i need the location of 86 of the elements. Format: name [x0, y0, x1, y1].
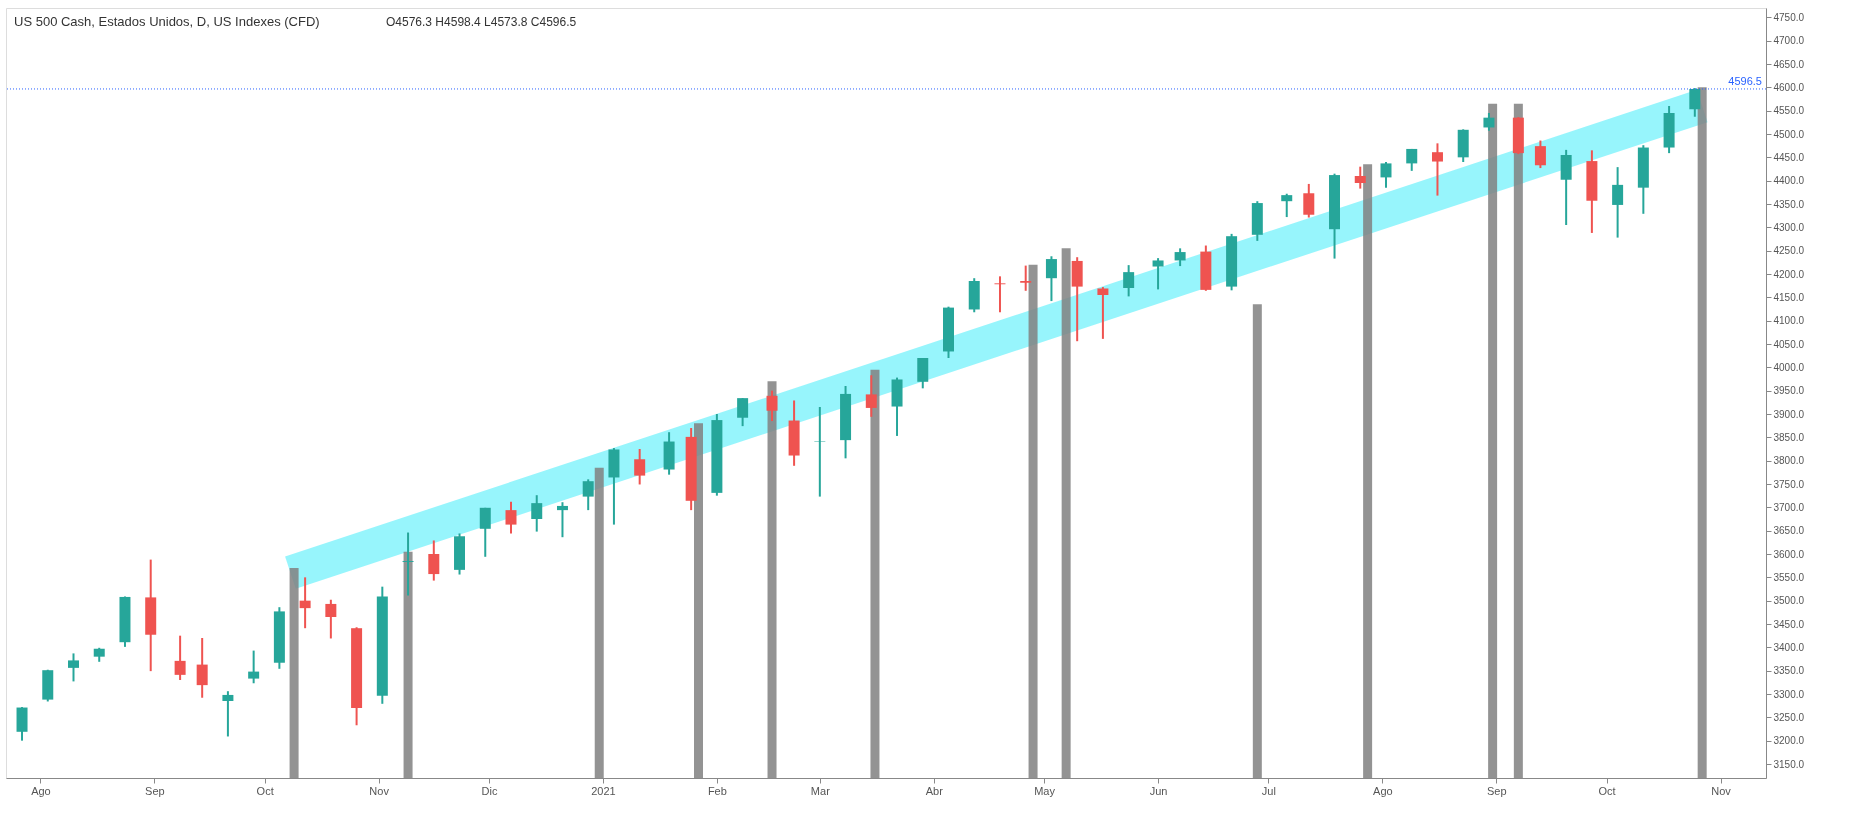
y-tick-label: 4400.0: [1773, 175, 1805, 187]
y-tick-label: 3900.0: [1773, 408, 1805, 420]
candlestick: [68, 652, 79, 683]
y-tick-label: 3150.0: [1773, 758, 1805, 770]
candlestick: [766, 389, 778, 422]
y-tick-label: 4100.0: [1773, 315, 1805, 327]
candlestick: [582, 478, 594, 512]
candlestick: [1045, 255, 1057, 303]
y-tick-label: 3700.0: [1773, 501, 1805, 513]
x-tick-label: Nov: [1711, 784, 1732, 797]
candlestick: [1281, 192, 1293, 219]
candlestick: [505, 500, 517, 535]
candlestick: [1097, 286, 1109, 340]
candlestick: [1354, 165, 1366, 190]
y-tick-label: 4500.0: [1773, 128, 1805, 140]
x-tick-label: Jun: [1149, 784, 1168, 797]
y-tick-label: 3850.0: [1773, 431, 1805, 443]
candlestick: [737, 397, 749, 428]
y-tick-label: 4700.0: [1773, 35, 1805, 47]
y-tick-label: 3200.0: [1773, 735, 1805, 747]
candlestick: [994, 275, 1006, 314]
y-tick-label: 4650.0: [1773, 58, 1805, 70]
ref-line-label: 4596.5: [1728, 74, 1762, 87]
y-tick-label: 4350.0: [1773, 198, 1805, 210]
candlestick: [174, 634, 186, 681]
candlestick: [865, 374, 877, 418]
y-tick-label: 4550.0: [1773, 105, 1805, 117]
y-tick-label: 3250.0: [1773, 711, 1805, 723]
text: US 500 Cash, Estados Unidos, D, US Indexes (CFD): [14, 14, 320, 29]
y-tick-label: 4450.0: [1773, 151, 1805, 163]
x-tick-label: Abr: [925, 784, 944, 797]
x-tick-label: Ago: [1373, 784, 1393, 797]
y-tick-label: 4750.0: [1773, 11, 1805, 23]
candlestick: [917, 357, 929, 390]
candlestick: [556, 501, 568, 539]
y-tick-label: 3350.0: [1773, 665, 1805, 677]
candlestick: [1431, 142, 1443, 197]
x-tick-label: Sep: [1487, 784, 1507, 797]
candlestick: [299, 576, 311, 630]
x-tick-label: 2021: [591, 784, 616, 797]
y-tick-label: 3800.0: [1773, 455, 1805, 467]
candlestick: [222, 690, 234, 738]
y-tick-label: 3500.0: [1773, 595, 1805, 607]
annotation: O4576.3 H4598.4 L4573.8 C4596.5: [386, 15, 577, 29]
candlestick: [1380, 161, 1392, 189]
candlestick: [634, 448, 646, 486]
candlestick: [1612, 166, 1624, 239]
candlestick: [325, 598, 337, 640]
y-tick-label: 3300.0: [1773, 688, 1805, 700]
y-tick-label: 4300.0: [1773, 221, 1805, 233]
x-tick-label: Nov: [369, 784, 390, 797]
candlestick: [1152, 257, 1164, 291]
candlestick: [479, 506, 491, 558]
y-tick-label: 4000.0: [1773, 361, 1805, 373]
y-tick-label: 3400.0: [1773, 641, 1805, 653]
x-tick-label: Oct: [1598, 784, 1616, 797]
x-tick-label: Dic: [481, 784, 498, 797]
candlestick: [814, 406, 826, 498]
y-tick-label: 4600.0: [1773, 81, 1805, 93]
candlestick: [402, 531, 414, 597]
x-tick-label: May: [1034, 784, 1056, 797]
y-tick-label: 3750.0: [1773, 478, 1805, 490]
y-tick-label: 3600.0: [1773, 548, 1805, 560]
y-tick-label: 4150.0: [1773, 291, 1805, 303]
x-tick-label: Oct: [256, 784, 274, 797]
y-tick-label: 3450.0: [1773, 618, 1805, 630]
y-tick-label: 3550.0: [1773, 571, 1805, 583]
candlestick: [1534, 139, 1546, 170]
candlestick: [1689, 87, 1701, 118]
x-tick-label: Ago: [31, 784, 51, 797]
candlestick: [196, 637, 208, 699]
x-tick-label: Mar: [810, 784, 831, 797]
y-tick-label: 4050.0: [1773, 338, 1805, 350]
candlestick: [1303, 182, 1315, 219]
y-tick-label: 4200.0: [1773, 268, 1805, 280]
candlestick: [1123, 264, 1135, 298]
candlestick: [428, 539, 440, 582]
x-tick-label: Jul: [1261, 784, 1276, 797]
candlestick: [531, 494, 543, 533]
y-tick-label: 3950.0: [1773, 385, 1805, 397]
candlestick: [248, 649, 260, 685]
y-tick-label: 4250.0: [1773, 245, 1805, 257]
x-tick-label: Feb: [707, 784, 727, 797]
x-tick-label: Sep: [145, 784, 165, 797]
y-tick-label: 3650.0: [1773, 525, 1805, 537]
candlestick: [1020, 264, 1032, 292]
